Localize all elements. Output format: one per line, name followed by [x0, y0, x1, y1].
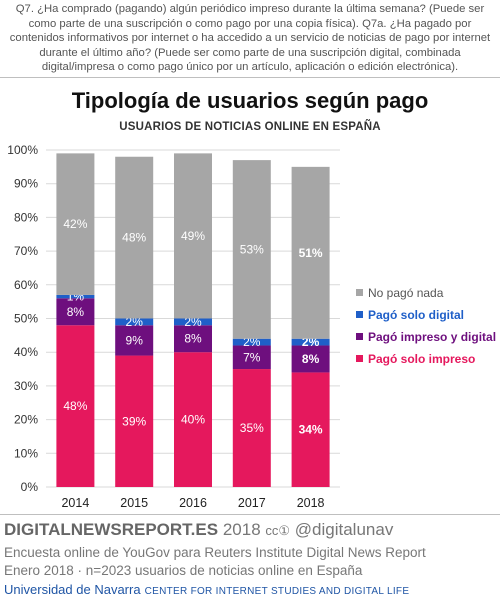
- data-label: 48%: [63, 399, 87, 413]
- data-label: 40%: [181, 413, 205, 427]
- legend-label: Pagó solo digital: [368, 308, 464, 322]
- twitter-handle: @digitalunav: [294, 520, 394, 539]
- y-tick-label: 50%: [14, 312, 38, 326]
- bar-segment: [232, 160, 271, 339]
- bar-segment: [291, 166, 330, 339]
- bar-segment: [174, 325, 212, 353]
- bar-segment: [291, 345, 330, 373]
- footer-sample: Enero 2018 · n=2023 usuarios de noticias…: [4, 563, 363, 578]
- bar-segment: [174, 153, 212, 319]
- y-tick-label: 90%: [14, 177, 38, 191]
- bar-segment: [115, 325, 154, 356]
- x-tick-label: 2014: [61, 496, 89, 510]
- bar-segment: [232, 338, 271, 346]
- data-label: 7%: [243, 350, 261, 364]
- bar-segment: [56, 294, 95, 299]
- footer-brand: DIGITALNEWSREPORT.ES 2018 cc① @digitalun…: [4, 520, 393, 540]
- stacked-bar-chart: 0%10%20%30%40%50%60%70%80%90%100%48%8%1%…: [7, 143, 496, 510]
- x-tick-label: 2018: [297, 496, 325, 510]
- top-divider: [0, 77, 500, 78]
- legend-label: Pagó solo impreso: [368, 352, 475, 366]
- bar-segment: [232, 369, 271, 487]
- legend-swatch: [356, 311, 363, 318]
- bar-segment: [115, 156, 154, 319]
- data-label: 9%: [126, 333, 144, 347]
- y-tick-label: 100%: [7, 143, 38, 157]
- data-label: 8%: [302, 352, 320, 366]
- chart-title: Tipología de usuarios según pago: [71, 88, 429, 113]
- brand-name: DIGITALNEWSREPORT.ES: [4, 520, 219, 539]
- footer-university: Universidad de Navarra CENTER FOR INTERNE…: [4, 582, 409, 597]
- center-name: CENTER FOR INTERNET STUDIES AND DIGITAL …: [144, 586, 410, 597]
- bar-segment: [232, 345, 271, 370]
- question-text: Q7. ¿Ha comprado (pagando) algún periódi…: [9, 3, 491, 74]
- x-tick-label: 2016: [179, 496, 207, 510]
- bar-segment: [56, 298, 95, 326]
- legend-swatch: [356, 355, 363, 362]
- bar-segment: [56, 325, 95, 487]
- legend-swatch: [356, 289, 363, 296]
- university-name: Universidad de Navarra: [4, 582, 141, 597]
- x-tick-label: 2015: [120, 496, 148, 510]
- x-tick-label: 2017: [238, 496, 266, 510]
- brand-year: 2018: [222, 520, 261, 539]
- data-label: 8%: [184, 332, 202, 346]
- data-label: 34%: [299, 423, 323, 437]
- data-label: 49%: [181, 229, 205, 243]
- y-tick-label: 0%: [21, 480, 39, 494]
- legend-swatch: [356, 333, 363, 340]
- creative-commons-icon: cc①: [265, 523, 291, 538]
- bar-segment: [115, 318, 154, 326]
- data-label: 53%: [240, 242, 264, 256]
- data-label: 39%: [122, 414, 146, 428]
- y-tick-label: 30%: [14, 379, 38, 393]
- bar-segment: [115, 355, 154, 487]
- y-tick-label: 70%: [14, 244, 38, 258]
- footer-source: Encuesta online de YouGov para Reuters I…: [4, 545, 426, 560]
- bar-segment: [174, 318, 212, 326]
- data-label: 51%: [299, 246, 323, 260]
- bar-segment: [291, 372, 330, 487]
- data-label: 42%: [63, 217, 87, 231]
- data-label: 8%: [67, 305, 85, 319]
- y-tick-label: 80%: [14, 210, 38, 224]
- y-tick-label: 20%: [14, 413, 38, 427]
- bar-segment: [174, 352, 212, 487]
- legend-label: Pagó impreso y digital: [368, 330, 496, 344]
- bar-segment: [291, 338, 330, 346]
- data-label: 35%: [240, 421, 264, 435]
- legend-label: No pagó nada: [368, 286, 444, 300]
- y-tick-label: 10%: [14, 446, 38, 460]
- bottom-divider: [0, 514, 500, 515]
- chart-subtitle: USUARIOS DE NOTICIAS ONLINE EN ESPAÑA: [119, 121, 381, 133]
- y-tick-label: 60%: [14, 278, 38, 292]
- data-label: 48%: [122, 231, 146, 245]
- y-tick-label: 40%: [14, 345, 38, 359]
- bar-segment: [56, 153, 95, 295]
